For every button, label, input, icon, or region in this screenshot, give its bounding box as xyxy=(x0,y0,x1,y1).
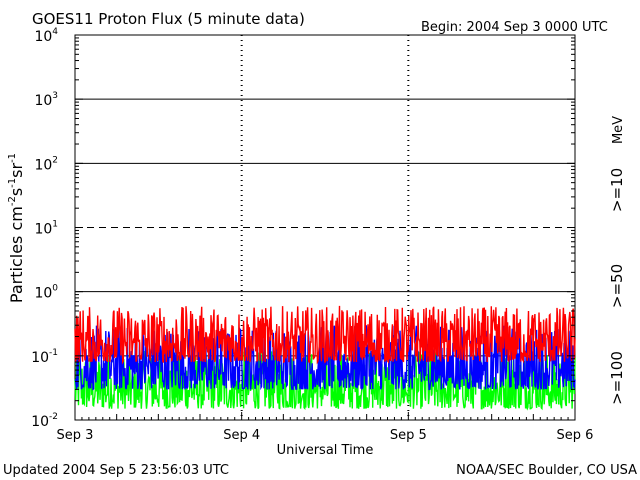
y-tick-label: 102 xyxy=(34,155,58,173)
series-line xyxy=(74,305,576,365)
series-lines xyxy=(74,305,576,411)
x-tick-label: Sep 6 xyxy=(557,428,594,443)
chart-title: GOES11 Proton Flux (5 minute data) xyxy=(32,10,305,28)
units-label: MeV xyxy=(611,116,626,144)
x-tick-label: Sep 3 xyxy=(57,428,94,443)
y-axis-label: Particles cm-2s-1sr-1 xyxy=(7,153,26,303)
x-axis-label: Universal Time xyxy=(277,443,374,458)
series-line xyxy=(74,350,576,411)
legend-ge50: >=50 xyxy=(608,264,626,308)
y-tick-label: 10-1 xyxy=(31,348,58,366)
x-tick-label: Sep 5 xyxy=(390,428,427,443)
x-tick-label: Sep 4 xyxy=(223,428,260,443)
begin-time-label: Begin: 2004 Sep 3 0000 UTC xyxy=(421,20,608,35)
legend-ge10: >=10 xyxy=(608,168,626,212)
legend-ge100: >=100 xyxy=(608,351,626,405)
y-tick-label: 103 xyxy=(34,91,58,109)
updated-timestamp: Updated 2004 Sep 5 23:56:03 UTC xyxy=(3,463,229,478)
y-tick-label: 10-2 xyxy=(31,412,58,430)
y-tick-label: 101 xyxy=(34,220,58,238)
y-tick-label: 100 xyxy=(34,284,58,302)
credit-label: NOAA/SEC Boulder, CO USA xyxy=(456,463,637,478)
y-tick-label: 104 xyxy=(34,27,58,45)
